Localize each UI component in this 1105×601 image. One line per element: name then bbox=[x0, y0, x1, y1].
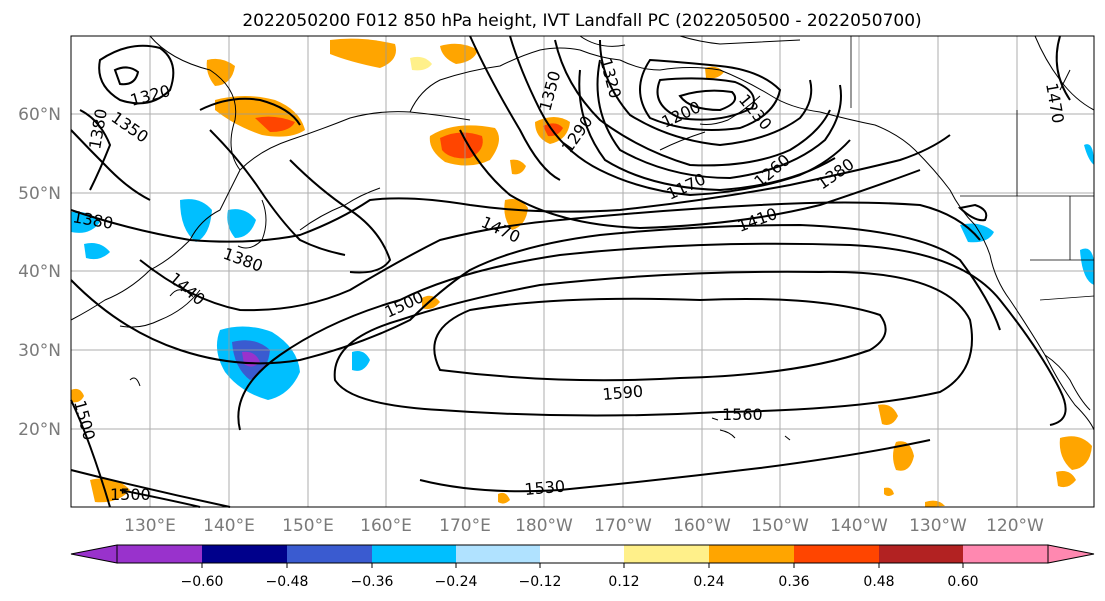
lon-label: 170°W bbox=[594, 516, 652, 536]
colorbar: −0.60 −0.48 −0.36 −0.24 −0.12 0.12 0.24 … bbox=[70, 544, 1095, 590]
lon-label: 140°E bbox=[203, 516, 255, 536]
colorbar-segment bbox=[117, 545, 202, 563]
colorbar-segment bbox=[372, 545, 456, 563]
coastlines bbox=[70, 35, 1095, 441]
map-frame bbox=[70, 35, 1095, 508]
lon-label: 160°W bbox=[673, 516, 731, 536]
colorbar-tick-label: −0.12 bbox=[519, 574, 562, 590]
lon-label: 170°E bbox=[439, 516, 491, 536]
colorbar-ticks bbox=[201, 563, 964, 568]
lon-label: 180°W bbox=[515, 516, 573, 536]
map-panel: 1320 1350 1380 1380 1380 1440 1500 1500 … bbox=[70, 35, 1095, 508]
contour-label: 1530 bbox=[524, 477, 566, 499]
colorbar-extend-right bbox=[1047, 544, 1095, 564]
graticule bbox=[71, 36, 1094, 507]
contour-label: 1560 bbox=[722, 405, 763, 424]
longitude-labels: 130°E 140°E 150°E 160°E 170°E 180°W 170°… bbox=[124, 516, 1044, 536]
lon-label: 130°W bbox=[909, 516, 967, 536]
colorbar-segment bbox=[456, 545, 540, 563]
lon-label: 130°E bbox=[124, 516, 176, 536]
colorbar-segment bbox=[794, 545, 879, 563]
lat-label: 60°N bbox=[18, 105, 61, 125]
colorbar-extend-left bbox=[70, 544, 118, 564]
colorbar-tick-label: 0.24 bbox=[693, 574, 724, 590]
colorbar-segment bbox=[963, 545, 1048, 563]
lon-label: 120°W bbox=[986, 516, 1044, 536]
lon-label: 150°E bbox=[282, 516, 334, 536]
lat-label: 20°N bbox=[18, 420, 61, 440]
colorbar-tick-label: −0.48 bbox=[266, 574, 309, 590]
colorbar-segment bbox=[879, 545, 963, 563]
lon-label: 160°E bbox=[360, 516, 412, 536]
lat-label: 30°N bbox=[18, 341, 61, 361]
colorbar-segment bbox=[540, 545, 624, 563]
political-borders bbox=[850, 36, 1095, 301]
figure-title: 2022050200 F012 850 hPa height, IVT Land… bbox=[242, 11, 921, 31]
colorbar-tick-label: −0.24 bbox=[435, 574, 478, 590]
colorbar-segment bbox=[624, 545, 709, 563]
contour-label: 1590 bbox=[602, 382, 644, 404]
lon-label: 150°W bbox=[751, 516, 809, 536]
colorbar-segment bbox=[709, 545, 794, 563]
latitude-labels: 60°N 50°N 40°N 30°N 20°N bbox=[18, 105, 61, 440]
colorbar-tick-label: −0.60 bbox=[181, 574, 224, 590]
colorbar-tick-label: 0.60 bbox=[947, 574, 978, 590]
lat-label: 40°N bbox=[18, 262, 61, 282]
colorbar-segment bbox=[287, 545, 372, 563]
colorbar-tick-label: 0.12 bbox=[608, 574, 639, 590]
lat-label: 50°N bbox=[18, 184, 61, 204]
colorbar-tick-label: 0.48 bbox=[863, 574, 894, 590]
lon-label: 140°W bbox=[830, 516, 888, 536]
colorbar-segment bbox=[202, 545, 287, 563]
height-contours bbox=[70, 35, 1071, 508]
contour-label: 1500 bbox=[110, 485, 151, 504]
colorbar-frame bbox=[116, 544, 1049, 564]
colorbar-tick-label: 0.36 bbox=[778, 574, 809, 590]
colorbar-tick-label: −0.36 bbox=[351, 574, 394, 590]
